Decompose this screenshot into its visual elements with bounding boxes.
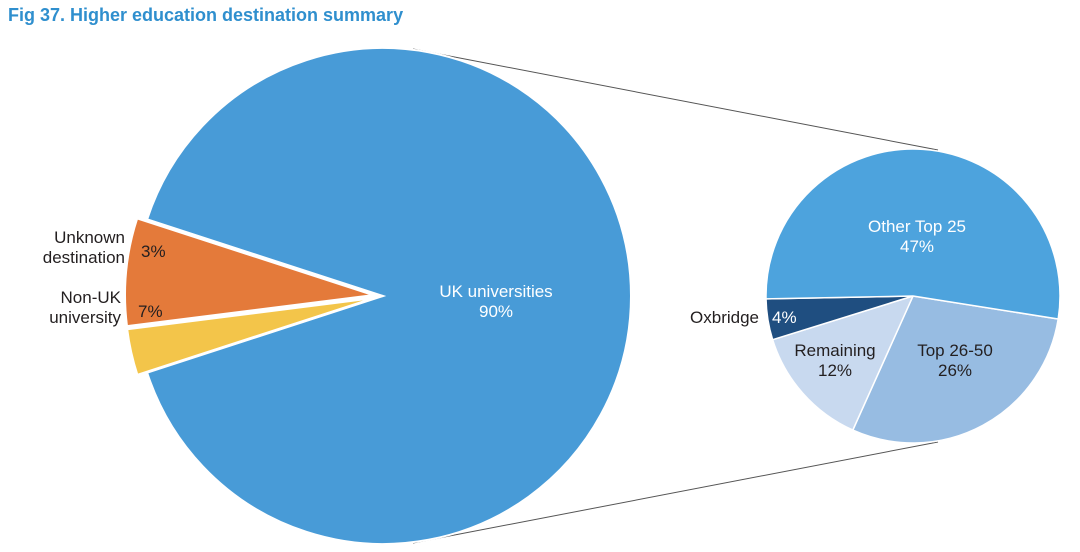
value-non-uk-university: 7%	[138, 302, 163, 321]
label-remaining: Remaining 12%	[794, 341, 875, 380]
connector-line-bottom	[412, 441, 939, 544]
label-non-uk-university-line: university	[49, 308, 121, 327]
label-unknown-destination: Unknown destination	[43, 228, 125, 267]
label-remaining-line: Remaining	[794, 341, 875, 360]
label-oxbridge-line: Oxbridge	[690, 308, 759, 327]
label-uk-universities-line: UK universities	[439, 282, 552, 301]
chart-title: Fig 37. Higher education destination sum…	[8, 5, 404, 25]
breakdown-pie	[765, 148, 1061, 444]
label-non-uk-university: Non-UK university	[49, 288, 121, 327]
label-uk-universities-line: 90%	[479, 302, 513, 321]
label-other-top-25-line: 47%	[900, 237, 934, 256]
label-non-uk-university-line: Non-UK	[61, 288, 122, 307]
slice-uk-universities	[145, 47, 632, 545]
value-non-uk-university-line: 7%	[138, 302, 163, 321]
connector-lines	[412, 48, 939, 544]
pie-labels: UK universities 90% 3% Unknown destination 7%…	[43, 217, 993, 380]
value-oxbridge-line: 4%	[772, 308, 797, 327]
value-oxbridge: 4%	[772, 308, 797, 327]
label-uk-universities: UK universities 90%	[439, 282, 552, 321]
label-top-26-50-line: 26%	[938, 361, 972, 380]
value-unknown-destination-line: 3%	[141, 242, 166, 261]
label-unknown-destination-line: Unknown	[54, 228, 125, 247]
label-unknown-destination-line: destination	[43, 248, 125, 267]
connector-line-top	[412, 48, 939, 151]
slice-unknown-destination	[126, 297, 374, 377]
label-top-26-50-line: Top 26-50	[917, 341, 993, 360]
label-top-26-50: Top 26-50 26%	[917, 341, 993, 380]
main-pie	[124, 47, 632, 545]
label-other-top-25: Other Top 25 47%	[868, 217, 966, 256]
label-other-top-25-line: Other Top 25	[868, 217, 966, 236]
slice-non-uk-university	[124, 217, 374, 328]
slice-top-26-50	[851, 295, 1060, 444]
slice-other-top-25	[765, 148, 1061, 320]
label-remaining-line: 12%	[818, 361, 852, 380]
label-oxbridge: Oxbridge	[690, 308, 759, 327]
value-unknown-destination: 3%	[141, 242, 166, 261]
